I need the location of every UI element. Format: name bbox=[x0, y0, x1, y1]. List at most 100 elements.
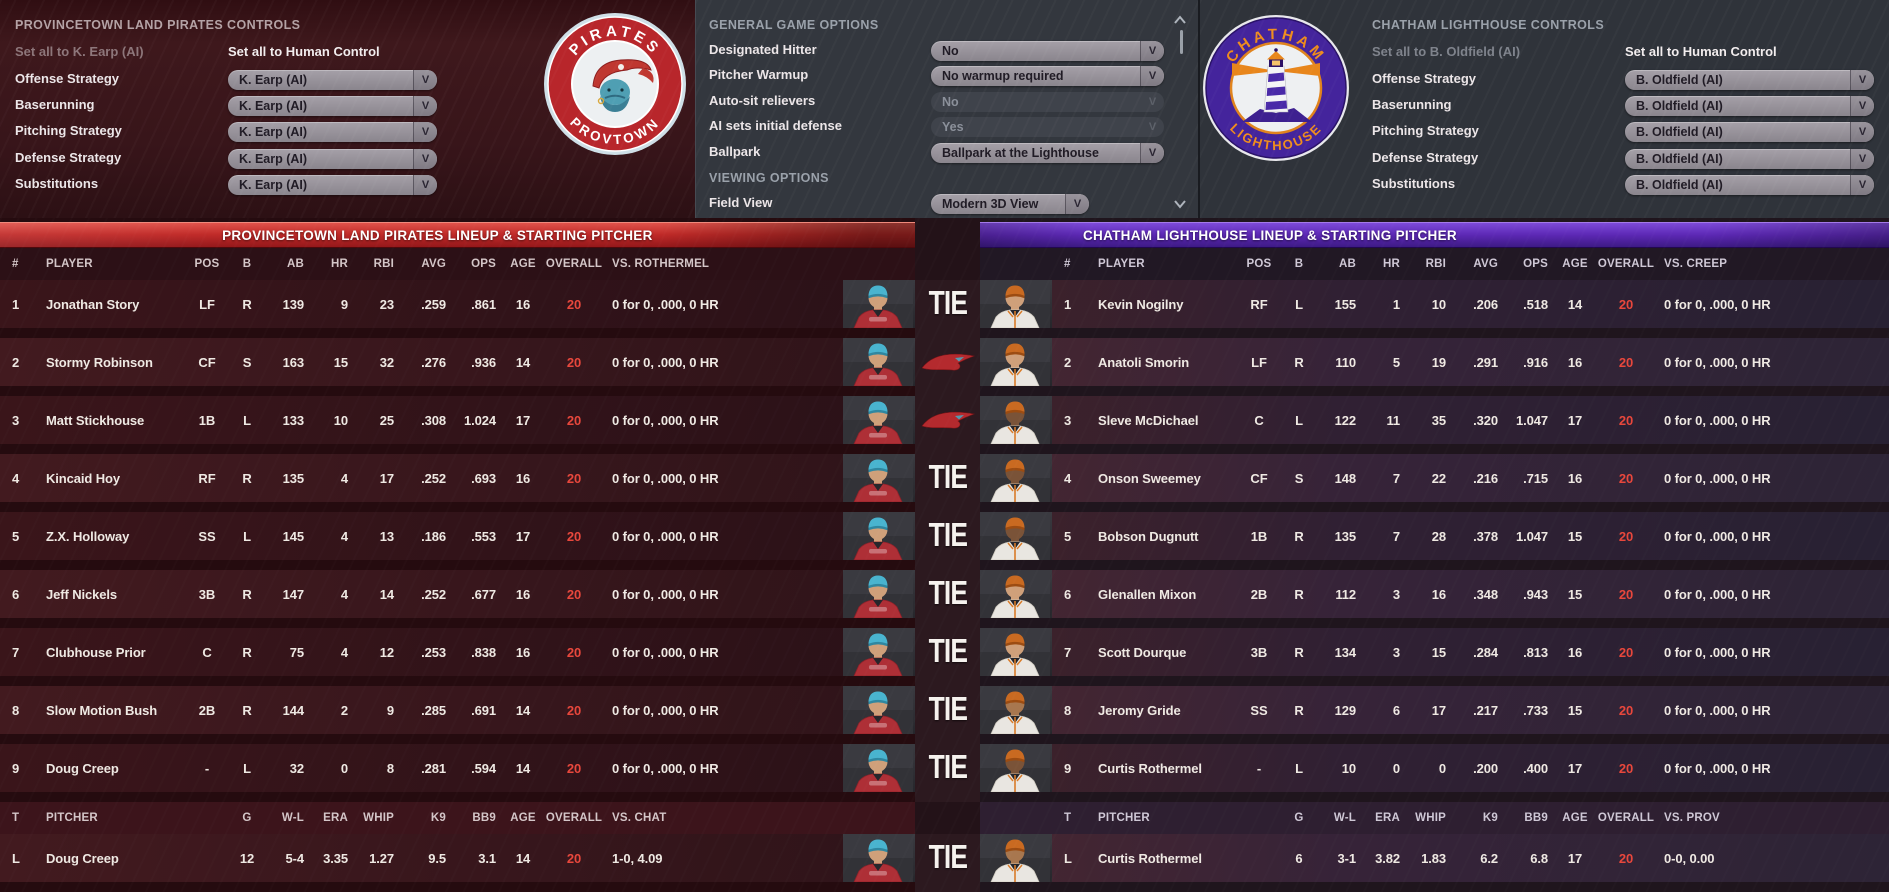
column-header: WHIP bbox=[1415, 812, 1446, 824]
matchup-cell: TIE bbox=[915, 570, 980, 618]
table-row[interactable]: 5 Z.X. Holloway SS L 145 4 13 .186 .553 17 20 0 for… bbox=[0, 512, 915, 560]
dropdown-offense-strategy[interactable]: K. Earp (AI) V bbox=[228, 70, 437, 90]
table-row[interactable]: 3 Matt Stickhouse 1B L 133 10 25 .308 1.024 17 20 0… bbox=[0, 396, 915, 444]
column-header: OPS bbox=[471, 258, 496, 270]
set-all-human-button-left[interactable]: Set all to Human Control bbox=[228, 44, 380, 59]
table-row[interactable]: 6 Jeff Nickels 3B R 147 4 14 .252 .677 16 20 0 for … bbox=[0, 570, 915, 618]
age-cell: 14 bbox=[515, 702, 531, 718]
set-all-human-button-right[interactable]: Set all to Human Control bbox=[1625, 44, 1777, 59]
column-header: OVERALL bbox=[545, 812, 603, 824]
matchup-cell: TIE bbox=[915, 512, 980, 560]
scrollbar-thumb[interactable] bbox=[1180, 30, 1183, 54]
chatham-lineup-table: CHATHAM LIGHTHOUSE LINEUP & STARTING PIT… bbox=[980, 218, 1889, 892]
dropdown-offense-strategy[interactable]: B. Oldfield (AI) V bbox=[1625, 70, 1874, 90]
name-cell: Slow Motion Bush bbox=[46, 702, 158, 718]
chatham-controls-title: CHATHAM LIGHTHOUSE CONTROLS bbox=[1372, 18, 1605, 32]
vs-cell: 0 for 0, .000, 0 HR bbox=[612, 412, 719, 428]
rbi-cell: 23 bbox=[379, 296, 394, 312]
table-row[interactable]: 2 Anatoli Smorin LF R 110 5 19 .291 .916 16 20 0 fo… bbox=[980, 338, 1889, 386]
ops-cell: .733 bbox=[1523, 702, 1548, 718]
dropdown-field-view[interactable]: Modern 3D View V bbox=[931, 194, 1089, 214]
dropdown-value: Modern 3D View bbox=[942, 197, 1039, 211]
pos-cell: SS bbox=[198, 528, 216, 544]
options-scrollbar[interactable] bbox=[1172, 12, 1190, 209]
tie-label: TIE bbox=[928, 632, 967, 670]
chatham-lineup-banner: CHATHAM LIGHTHOUSE LINEUP & STARTING PIT… bbox=[980, 222, 1889, 248]
table-row[interactable]: L Doug Creep 12 5-4 3.35 1.27 9.5 3.1 14 20 1-0, 4… bbox=[0, 834, 915, 882]
player-photo bbox=[843, 338, 915, 386]
dropdown-defense-strategy[interactable]: B. Oldfield (AI) V bbox=[1625, 149, 1874, 169]
b-cell: R bbox=[242, 644, 252, 660]
table-row[interactable]: 1 Kevin Nogilny RF L 155 1 10 .206 .518 14 20 0 for… bbox=[980, 280, 1889, 328]
b-cell: L bbox=[1295, 296, 1303, 312]
table-row[interactable]: 2 Stormy Robinson CF S 163 15 32 .276 .936 14 20 0 … bbox=[0, 338, 915, 386]
chatham-team-logo: CHATHAM LIGHTHOUSE bbox=[1202, 14, 1350, 162]
k9-cell: 6.2 bbox=[1480, 850, 1498, 866]
dropdown-pitching-strategy[interactable]: B. Oldfield (AI) V bbox=[1625, 122, 1874, 142]
table-row[interactable]: 8 Jeromy Gride SS R 129 6 17 .217 .733 15 20 0 for … bbox=[980, 686, 1889, 734]
control-label: Ballpark bbox=[709, 144, 761, 159]
dropdown-baserunning[interactable]: K. Earp (AI) V bbox=[228, 96, 437, 116]
dropdown-substitutions[interactable]: B. Oldfield (AI) V bbox=[1625, 175, 1874, 195]
column-header: POS bbox=[1246, 258, 1272, 270]
matchup-cell: TIE bbox=[915, 834, 980, 882]
control-label: Baserunning bbox=[1372, 97, 1452, 112]
pos-cell: SS bbox=[1250, 702, 1268, 718]
vs-cell: 0 for 0, .000, 0 HR bbox=[612, 760, 719, 776]
chevron-down-icon: V bbox=[413, 122, 437, 142]
era-cell: 3.82 bbox=[1375, 850, 1400, 866]
hr-cell: 9 bbox=[340, 296, 348, 312]
column-header: OVERALL bbox=[1597, 258, 1655, 270]
dropdown-pitching-strategy[interactable]: K. Earp (AI) V bbox=[228, 122, 437, 142]
table-row[interactable]: 4 Kincaid Hoy RF R 135 4 17 .252 .693 16 20 0 for 0… bbox=[0, 454, 915, 502]
table-row[interactable]: L Curtis Rothermel 6 3-1 3.82 1.83 6.2 6.8 17 20 0… bbox=[980, 834, 1889, 882]
dropdown-designated-hitter[interactable]: No V bbox=[931, 41, 1164, 61]
b-cell: R bbox=[1294, 586, 1304, 602]
table-row[interactable]: 6 Glenallen Mixon 2B R 112 3 16 .348 .943 15 20 0 f… bbox=[980, 570, 1889, 618]
age-cell: 17 bbox=[1567, 760, 1583, 776]
matchup-cell: TIE bbox=[915, 454, 980, 502]
dropdown-value: No warmup required bbox=[942, 69, 1064, 83]
chatham-controls-panel: CHATHAM LIGHTHOUSE CHATHAM LIGHTHOUSE CO… bbox=[1198, 0, 1889, 218]
pirates-banner-text: PROVINCETOWN LAND PIRATES LINEUP & START… bbox=[222, 227, 653, 243]
column-header: ERA bbox=[323, 812, 348, 824]
name-cell: Curtis Rothermel bbox=[1098, 850, 1202, 866]
tie-label: TIE bbox=[928, 838, 967, 876]
name-cell: Glenallen Mixon bbox=[1098, 586, 1197, 602]
ab-cell: 155 bbox=[1334, 296, 1356, 312]
control-label: Field View bbox=[709, 195, 773, 210]
ops-cell: .916 bbox=[1523, 354, 1548, 370]
rbi-cell: 16 bbox=[1431, 586, 1446, 602]
table-row[interactable]: 8 Slow Motion Bush 2B R 144 2 9 .285 .691 14 20 0 f… bbox=[0, 686, 915, 734]
rbi-cell: 13 bbox=[379, 528, 394, 544]
player-photo bbox=[980, 628, 1052, 676]
dropdown-baserunning[interactable]: B. Oldfield (AI) V bbox=[1625, 96, 1874, 116]
overall-cell: 20 bbox=[566, 760, 582, 776]
table-row[interactable]: 3 Sleve McDichael C L 122 11 35 .320 1.047 17 20 0 … bbox=[980, 396, 1889, 444]
age-cell: 14 bbox=[515, 850, 531, 866]
column-header: AGE bbox=[1562, 258, 1588, 270]
table-row[interactable]: 5 Bobson Dugnutt 1B R 135 7 28 .378 1.047 15 20 0 f… bbox=[980, 512, 1889, 560]
dropdown-pitcher-warmup[interactable]: No warmup required V bbox=[931, 66, 1164, 86]
table-row[interactable]: 9 Doug Creep - L 32 0 8 .281 .594 14 20 0 for 0, .0… bbox=[0, 744, 915, 792]
hr-cell: 4 bbox=[340, 528, 348, 544]
table-row[interactable]: 7 Clubhouse Prior C R 75 4 12 .253 .838 16 20 0 for… bbox=[0, 628, 915, 676]
hr-cell: 0 bbox=[340, 760, 348, 776]
pos-cell: 2B bbox=[198, 702, 216, 718]
avg-cell: .253 bbox=[421, 644, 446, 660]
table-row[interactable]: 7 Scott Dourque 3B R 134 3 15 .284 .813 16 20 0 for… bbox=[980, 628, 1889, 676]
name-cell: Kevin Nogilny bbox=[1098, 296, 1184, 312]
dropdown-defense-strategy[interactable]: K. Earp (AI) V bbox=[228, 149, 437, 169]
era-cell: 3.35 bbox=[323, 850, 348, 866]
dropdown-ballpark[interactable]: Ballpark at the Lighthouse V bbox=[931, 143, 1164, 163]
player-photo bbox=[980, 570, 1052, 618]
name-cell: Stormy Robinson bbox=[46, 354, 153, 370]
control-label: Defense Strategy bbox=[1372, 150, 1479, 165]
dropdown-substitutions[interactable]: K. Earp (AI) V bbox=[228, 175, 437, 195]
scroll-up-icon[interactable] bbox=[1172, 12, 1190, 24]
table-row[interactable]: 1 Jonathan Story LF R 139 9 23 .259 .861 16 20 0 fo… bbox=[0, 280, 915, 328]
scroll-down-icon[interactable] bbox=[1172, 196, 1190, 209]
table-row[interactable]: 4 Onson Sweemey CF S 148 7 22 .216 .715 16 20 0 for… bbox=[980, 454, 1889, 502]
table-row[interactable]: 9 Curtis Rothermel - L 10 0 0 .200 .400 17 20 0 for… bbox=[980, 744, 1889, 792]
